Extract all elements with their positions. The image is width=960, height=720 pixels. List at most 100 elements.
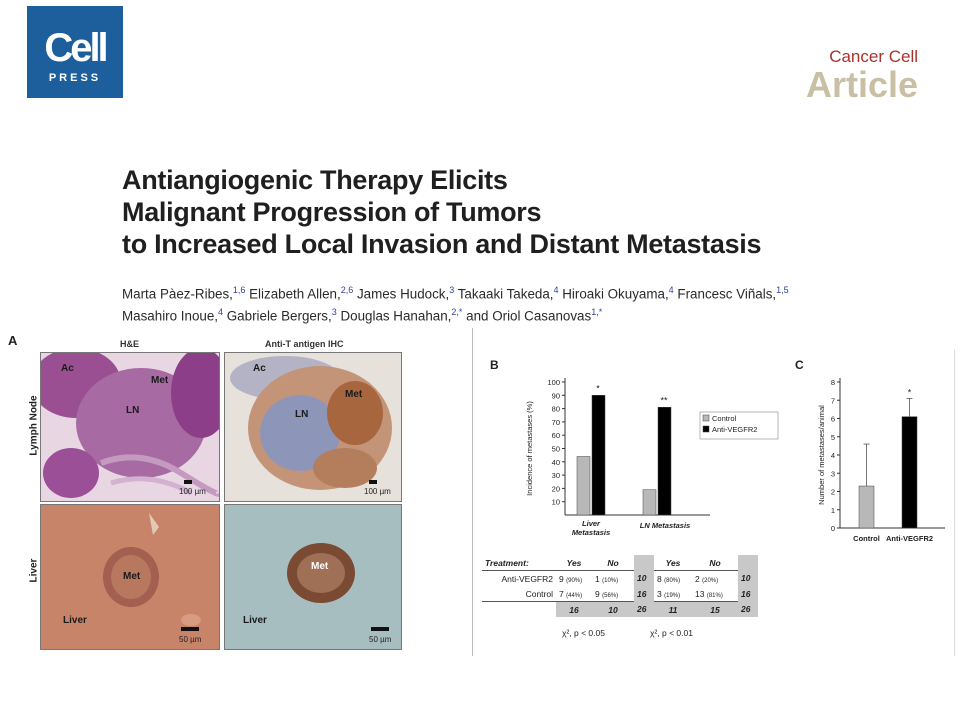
cell-press-logo: Cell PRESS (27, 6, 123, 98)
author-affiliation: 3 (331, 307, 337, 318)
label-ln: LN (126, 405, 140, 416)
y-tick-label: 50 (552, 445, 560, 454)
cell-count: 8 (657, 573, 662, 584)
label-ac: Ac (253, 363, 266, 374)
scale-label: 50 µm (179, 635, 202, 644)
cell-percent: (19%) (664, 592, 681, 599)
p-value-ln: χ², p < 0.01 (650, 628, 693, 638)
table-totals-row: 16 10 26 11 15 26 (482, 601, 758, 617)
table-row-label: Control (482, 586, 556, 602)
micrograph-ln-he: Ac Met LN 100 µm (40, 352, 220, 502)
table-cell: 3 (19%) (654, 586, 692, 602)
label-met: Met (151, 375, 169, 386)
bar-control (576, 456, 591, 516)
table-total: 26 (738, 601, 758, 617)
author-affiliation: 1,* (591, 307, 603, 318)
cell-count: 9 (595, 588, 600, 599)
author-line-1: Marta Pàez-Ribes,1,6 Elizabeth Allen,2,6… (122, 281, 922, 303)
author-affiliation: 1,5 (776, 285, 789, 295)
legend-box (699, 411, 779, 440)
ln-ihc-image (225, 353, 401, 501)
scale-bar (371, 627, 389, 631)
label-liver: Liver (63, 615, 87, 626)
y-tick-label: 0 (831, 524, 835, 533)
significance-marker: ** (660, 395, 668, 405)
table-row-label: Anti-VEGFR2 (501, 573, 554, 584)
author-affiliation: 1,6 (232, 285, 246, 295)
table-row-total: 10 (634, 570, 654, 586)
legend-swatch (702, 425, 710, 433)
label-ac: Ac (61, 363, 74, 374)
table-cell: 13 (81%) (692, 586, 738, 602)
table-row-total: 10 (738, 570, 758, 586)
table-row: Anti-VEGFR2 9 (90%) 1 (10%) 10 8 (80%) 2… (482, 570, 758, 587)
author-name: Hiroaki Okuyama, (558, 286, 669, 302)
cell-count: 13 (695, 588, 705, 599)
table-cell: 9 (56%) (592, 586, 634, 602)
paper-title: Antiangiogenic Therapy Elicits Malignant… (122, 164, 912, 260)
table-cell: 2 (20%) (692, 571, 738, 587)
scale-bar (184, 480, 192, 484)
table-header-cell: Treatment: (482, 555, 556, 571)
table-header-cell: Yes (556, 555, 592, 571)
table-cell: 9 (90%) (556, 571, 592, 587)
y-tick-label: 20 (552, 484, 560, 493)
bar-anti-vegfr2 (657, 407, 672, 516)
cell-count: 1 (595, 573, 600, 584)
author-affiliation: 3 (449, 285, 455, 295)
cell-percent: (20%) (702, 577, 719, 584)
table-header-cell: No (692, 555, 738, 571)
table-total: 10 (592, 601, 634, 617)
cell-percent: (81%) (706, 592, 723, 599)
x-tick-label: Metastasis (572, 528, 610, 537)
ln-he-image (41, 353, 219, 501)
table-total: 16 (556, 601, 592, 617)
author-name: Takaaki Takeda, (454, 286, 554, 302)
y-tick-label: 10 (552, 498, 560, 507)
cell-count: 2 (695, 573, 700, 584)
table-total: 11 (654, 601, 692, 617)
table-header-row: Treatment: Yes No Yes No (482, 555, 758, 571)
table-cell: 1 (10%) (592, 571, 634, 587)
panel-divider-right (954, 350, 955, 656)
cell-percent: (10%) (602, 577, 619, 584)
micrograph-ln-ihc: Ac Met LN 100 µm (224, 352, 402, 502)
logo-word: Cell (44, 26, 108, 70)
title-line: Malignant Progression of Tumors (122, 197, 542, 227)
label-met: Met (123, 571, 141, 582)
scale-label: 100 µm (364, 487, 391, 496)
title-line: Antiangiogenic Therapy Elicits (122, 165, 508, 195)
row-label-lymph-node: Lymph Node (28, 395, 40, 456)
table-row-total: 16 (738, 586, 758, 602)
y-axis-label: Incidence of metastases (%) (525, 401, 534, 496)
scale-label: 100 µm (179, 487, 206, 496)
author-name: and Oriol Casanovas (462, 308, 592, 324)
cell-percent: (56%) (602, 592, 619, 599)
table-total: 26 (634, 601, 654, 617)
scale-bar (181, 627, 199, 631)
panel-a-label: A (8, 333, 18, 348)
author-name: Elizabeth Allen, (245, 286, 341, 302)
author-list: Marta Pàez-Ribes,1,6 Elizabeth Allen,2,6… (122, 281, 922, 326)
label-met: Met (345, 389, 363, 400)
cell-percent: (80%) (664, 577, 681, 584)
scale-bar (369, 480, 377, 484)
bar-anti-vegfr2 (591, 395, 606, 516)
author-name: James Hudock, (353, 286, 450, 302)
label-ln: LN (295, 409, 309, 420)
panel-c-label: C (795, 358, 804, 372)
author-name: Gabriele Bergers, (223, 308, 332, 324)
author-name: Douglas Hanahan, (336, 308, 452, 324)
legend-label: Anti-VEGFR2 (712, 425, 757, 434)
author-affiliation: 4 (553, 285, 559, 295)
author-affiliation: 2,6 (340, 285, 354, 295)
x-tick-label: Anti-VEGFR2 (886, 534, 933, 543)
y-tick-label: 70 (552, 418, 560, 427)
legend-label: Control (712, 414, 737, 423)
y-tick-label: 4 (831, 451, 835, 460)
column-label-he: H&E (120, 339, 140, 349)
micrograph-liver-he: Met Liver 50 µm (40, 504, 220, 650)
cell-count: 7 (559, 588, 564, 599)
cell-count: 3 (657, 588, 662, 599)
scale-label: 50 µm (369, 635, 392, 644)
